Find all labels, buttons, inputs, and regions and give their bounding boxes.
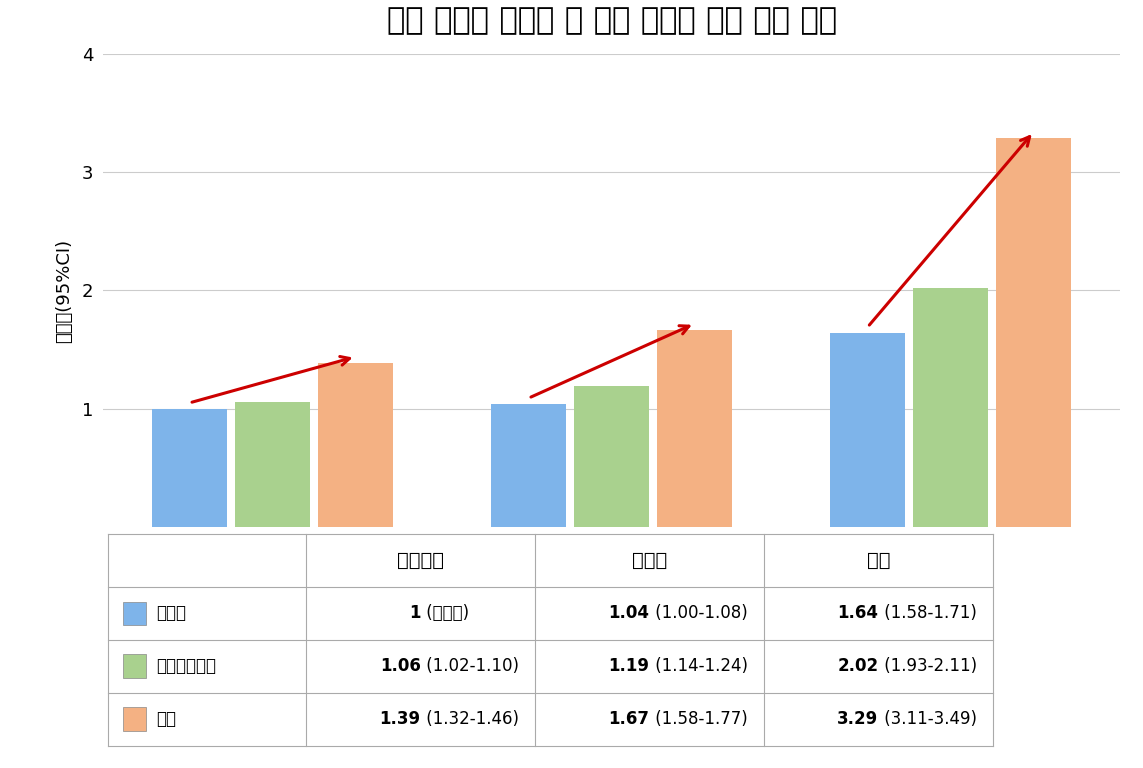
Bar xyxy=(574,386,649,527)
Text: 3.29: 3.29 xyxy=(838,710,879,728)
Bar xyxy=(235,402,310,527)
Bar xyxy=(123,654,145,678)
Bar xyxy=(123,601,145,625)
Bar xyxy=(830,333,905,527)
Text: (1.93-2.11): (1.93-2.11) xyxy=(879,657,976,675)
Text: 2.02: 2.02 xyxy=(838,657,879,675)
Text: 1.06: 1.06 xyxy=(379,657,421,675)
Text: 비음주: 비음주 xyxy=(155,604,186,622)
Text: (1.32-1.46): (1.32-1.46) xyxy=(421,710,519,728)
Text: (대조군): (대조군) xyxy=(421,604,469,622)
Text: (1.14-1.24): (1.14-1.24) xyxy=(649,657,748,675)
Text: (1.00-1.08): (1.00-1.08) xyxy=(649,604,748,622)
Text: 1.64: 1.64 xyxy=(838,604,879,622)
Text: 경중등도음주: 경중등도음주 xyxy=(155,657,216,675)
Bar xyxy=(123,707,145,731)
Text: 1.04: 1.04 xyxy=(609,604,649,622)
Bar xyxy=(152,409,226,527)
Text: 당뇨: 당뇨 xyxy=(866,551,890,570)
Text: 1.67: 1.67 xyxy=(609,710,649,728)
Text: (3.11-3.49): (3.11-3.49) xyxy=(879,710,976,728)
Bar xyxy=(491,404,566,527)
Text: 과음: 과음 xyxy=(155,710,176,728)
Text: (1.58-1.71): (1.58-1.71) xyxy=(879,604,976,622)
Bar xyxy=(657,329,732,527)
Text: (1.02-1.10): (1.02-1.10) xyxy=(421,657,519,675)
Bar xyxy=(913,288,988,527)
Text: 1.19: 1.19 xyxy=(609,657,649,675)
Text: 1.39: 1.39 xyxy=(379,710,421,728)
Title: 주당 알코올 섭취량 및 혈당 상태에 따른 간암 위험: 주당 알코올 섭취량 및 혈당 상태에 따른 간암 위험 xyxy=(386,6,837,35)
Text: 1: 1 xyxy=(409,604,421,622)
Y-axis label: 위험비(95%CI): 위험비(95%CI) xyxy=(55,238,73,343)
Text: (1.58-1.77): (1.58-1.77) xyxy=(649,710,748,728)
Bar xyxy=(997,137,1071,527)
Bar xyxy=(318,362,393,527)
Text: 전당뇨: 전당뇨 xyxy=(632,551,668,570)
Text: 정상혈당: 정상혈당 xyxy=(398,551,445,570)
